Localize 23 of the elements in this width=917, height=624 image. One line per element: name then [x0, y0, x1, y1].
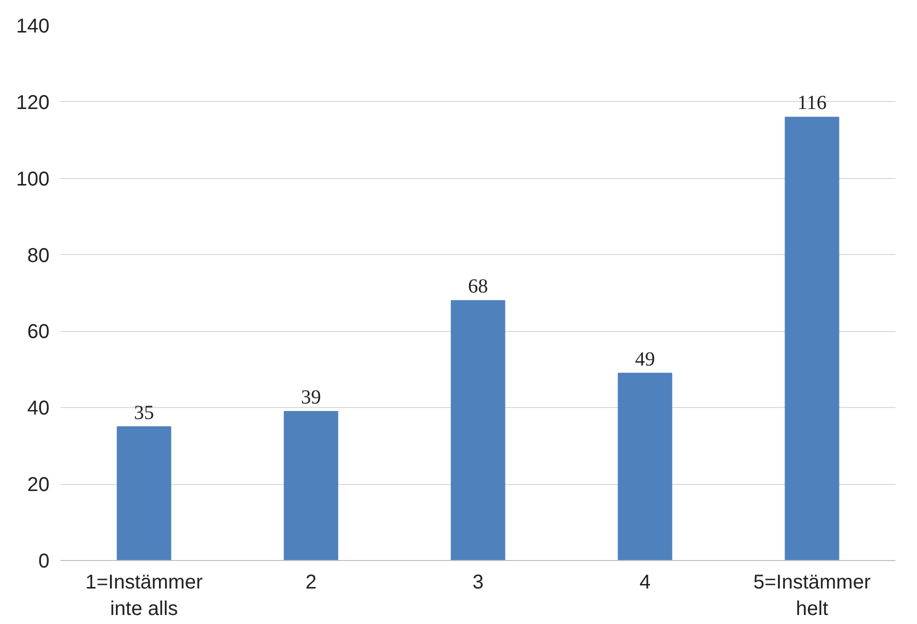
- data-label: 49: [635, 348, 655, 370]
- bar: [116, 426, 172, 560]
- y-tick-label: 140: [16, 16, 50, 38]
- y-tick-label: 40: [27, 398, 50, 420]
- data-label: 35: [134, 402, 154, 424]
- x-tick-label: 3: [472, 572, 484, 594]
- bar: [284, 410, 338, 560]
- y-tick-label: 100: [16, 168, 50, 190]
- x-tick-label: 2: [305, 572, 317, 594]
- bar: [618, 372, 672, 560]
- y-tick-label: 80: [27, 244, 50, 267]
- data-label: 39: [301, 386, 321, 408]
- y-tick-label: 60: [27, 321, 50, 344]
- y-tick-label: 0: [38, 550, 50, 572]
- bar: [450, 300, 506, 560]
- y-tick-label: 20: [27, 474, 50, 496]
- x-tick-label: 4: [639, 572, 651, 594]
- bar: [784, 116, 840, 560]
- data-label: 116: [797, 92, 827, 114]
- x-tick-label: 1=Instämmer inte alls: [85, 572, 203, 620]
- y-tick-label: 120: [16, 92, 50, 114]
- data-label: 68: [468, 276, 488, 298]
- x-tick-label: 5=Instämmer helt: [753, 572, 871, 620]
